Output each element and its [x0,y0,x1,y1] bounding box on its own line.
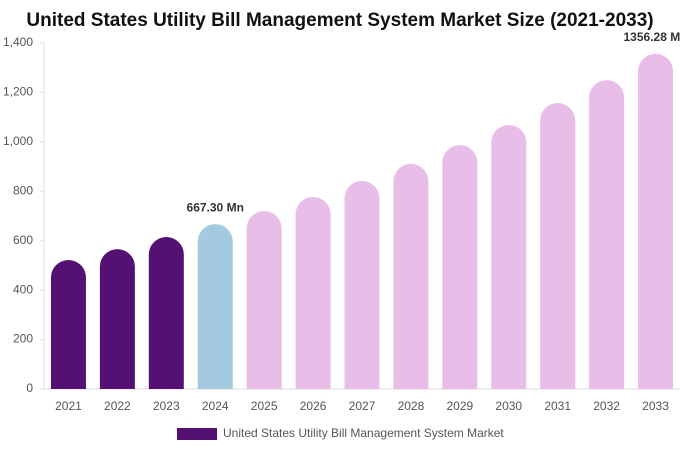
bar [589,80,625,390]
bar [638,53,674,390]
x-tick-label: 2031 [544,399,571,413]
x-tick-label: 2027 [349,399,376,413]
chart-title: United States Utility Bill Management Sy… [26,10,653,31]
x-tick-label: 2021 [55,399,82,413]
x-tick-label: 2026 [300,399,327,413]
data-label: 1356.28 Mn [624,30,680,44]
x-tick-label: 2024 [202,399,229,413]
x-tick-label: 2025 [251,399,278,413]
data-label: 667.30 Mn [187,200,244,214]
y-tick-label: 800 [13,183,33,197]
legend-label: United States Utility Bill Management Sy… [223,426,504,440]
bar [197,224,233,389]
y-tick-label: 1,200 [3,85,33,99]
x-tick-label: 2033 [642,399,669,413]
bar [442,145,478,389]
x-tick-label: 2022 [104,399,131,413]
y-tick-label: 600 [13,233,33,247]
x-tick-label: 2029 [446,399,473,413]
bar [148,237,184,389]
bar [344,180,380,389]
x-tick-label: 2028 [398,399,425,413]
y-tick-label: 200 [13,332,33,346]
y-tick-label: 400 [13,282,33,296]
bar [50,259,86,389]
y-tick-label: 0 [26,381,33,395]
x-tick-label: 2023 [153,399,180,413]
bar [99,249,135,389]
bar [393,163,429,389]
y-tick-label: 1,000 [3,134,33,148]
bar [295,196,331,389]
legend-swatch [177,428,217,440]
x-tick-label: 2030 [495,399,522,413]
x-tick-label: 2032 [593,399,620,413]
y-tick-label: 1,400 [3,35,33,49]
bar [491,125,527,390]
bar [246,211,282,389]
bar [540,103,576,389]
